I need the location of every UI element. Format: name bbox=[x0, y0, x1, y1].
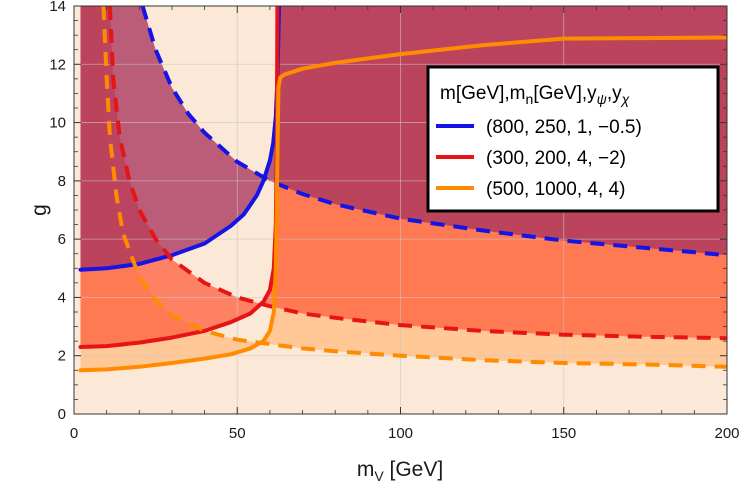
x-tick-label: 0 bbox=[70, 425, 78, 442]
y-tick-label: 14 bbox=[49, 0, 66, 15]
legend: m[GeV],mn[GeV],yψ,yχ (800, 250, 1, −0.5)… bbox=[426, 65, 720, 213]
series-2-dashed-line bbox=[101, 6, 727, 369]
axis-ticks: 0 50 100 150 200 0 2 4 6 8 10 12 14 bbox=[49, 0, 739, 442]
y-tick-label: 0 bbox=[58, 406, 66, 423]
legend-entry-orange: (500, 1000, 4, 4) bbox=[486, 179, 625, 200]
x-tick-label: 200 bbox=[714, 425, 739, 442]
y-axis-label: g bbox=[28, 204, 51, 216]
x-tick-label: 50 bbox=[229, 425, 246, 442]
legend-title: m[GeV],mn[GeV],yψ,yχ bbox=[440, 83, 630, 107]
series-2-solid-line bbox=[78, 35, 727, 373]
y-tick-label: 2 bbox=[58, 348, 66, 365]
y-tick-label: 4 bbox=[58, 289, 66, 306]
x-axis-label-unit: [GeV] bbox=[384, 458, 444, 481]
legend-entry-blue: (800, 250, 1, −0.5) bbox=[486, 117, 642, 138]
x-axis-label-sub: V bbox=[374, 468, 384, 484]
x-axis-label-main: m bbox=[357, 458, 375, 481]
x-axis-label: mV [GeV] bbox=[357, 458, 443, 484]
series-lines bbox=[78, 6, 727, 373]
y-tick-label: 8 bbox=[58, 173, 66, 190]
y-tick-label: 10 bbox=[49, 115, 66, 132]
x-tick-label: 150 bbox=[551, 425, 576, 442]
y-tick-label: 12 bbox=[49, 56, 66, 73]
series-1-dashed-line bbox=[107, 6, 727, 341]
x-tick-label: 100 bbox=[388, 425, 413, 442]
series-0-dashed-line bbox=[140, 6, 727, 258]
legend-entry-red: (300, 200, 4, −2) bbox=[486, 148, 626, 169]
y-tick-label: 6 bbox=[58, 231, 66, 248]
legend-box bbox=[426, 65, 720, 213]
